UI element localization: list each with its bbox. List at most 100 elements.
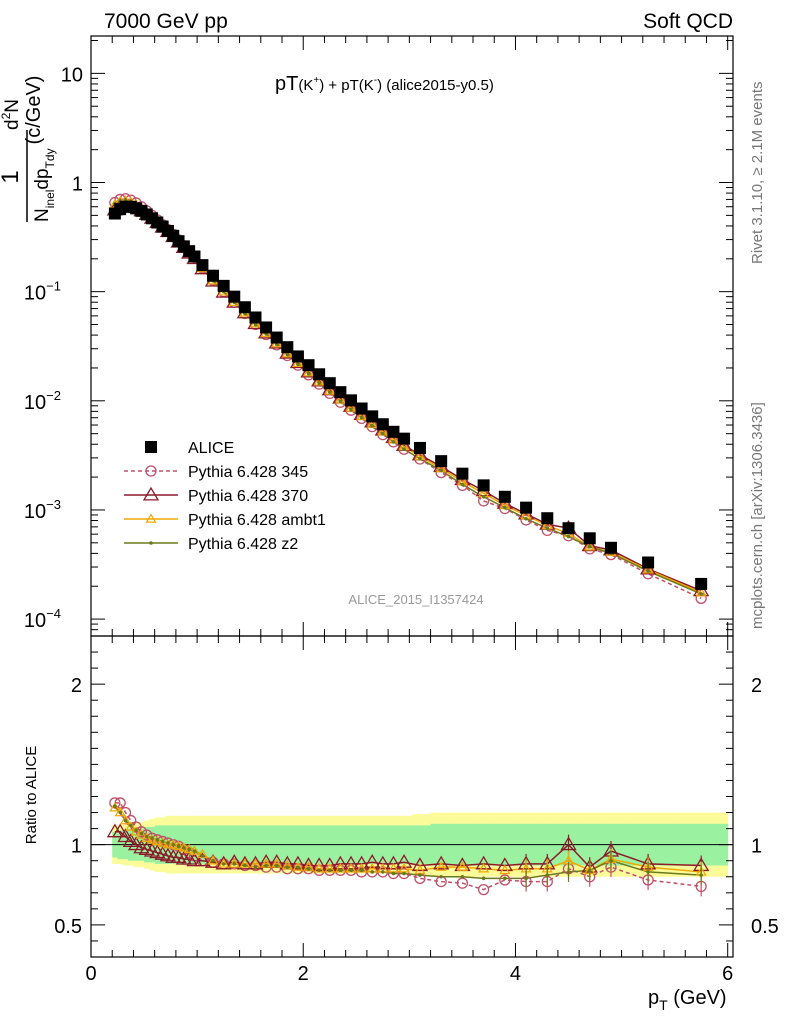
data-point — [587, 544, 592, 549]
data-point — [145, 513, 157, 523]
ratio-y-tick-label-right: 2 — [751, 675, 762, 697]
data-point — [292, 861, 304, 871]
data-point — [587, 868, 592, 873]
data-point — [499, 864, 511, 875]
data-point — [524, 516, 528, 521]
data-point — [142, 486, 160, 501]
data-point — [139, 831, 144, 836]
data-point — [524, 876, 528, 881]
ylabel-dn: d2N — [0, 99, 23, 130]
ylabel-N: N — [32, 208, 53, 222]
ratio-y-tick-label: 2 — [71, 675, 82, 697]
y-tick-exponent: −4 — [46, 606, 61, 621]
y-tick-label: 1 — [72, 174, 83, 196]
data-point — [221, 862, 226, 866]
xlabel-T: T — [659, 997, 668, 1013]
data-point — [503, 505, 507, 510]
data-point — [145, 441, 157, 453]
data-point — [232, 862, 237, 866]
x-tick-label: 6 — [722, 963, 733, 985]
data-point — [364, 854, 381, 868]
data-point — [128, 823, 133, 828]
mcplots-label: mcplots.cern.ch [arXiv:1306.3436] — [749, 402, 766, 629]
data-point — [460, 482, 465, 487]
data-point — [186, 852, 203, 867]
data-point — [520, 514, 532, 526]
title-k2-close: ) — [377, 77, 382, 94]
x-tick-label: 0 — [85, 963, 96, 985]
data-point — [253, 865, 258, 869]
data-point — [402, 447, 406, 452]
data-point — [243, 863, 247, 868]
data-point — [481, 494, 486, 499]
ratio-ylabel: Ratio to ALICE — [23, 746, 40, 844]
data-point — [313, 376, 325, 386]
data-point — [296, 362, 300, 367]
data-point — [435, 466, 447, 479]
header-left: 7000 GeV pp — [104, 10, 228, 33]
data-point — [302, 366, 315, 377]
data-point — [398, 432, 411, 445]
data-point — [188, 845, 201, 855]
y-tick-base: 10 — [61, 64, 83, 86]
data-point — [172, 840, 185, 851]
lower-frame — [90, 635, 734, 958]
ylabel-one: 1 — [0, 170, 24, 183]
x-tick-label: 4 — [510, 963, 521, 985]
data-point — [151, 835, 163, 846]
legend: ALICE Pythia 6.428 345 Pythia 6.428 370 Pyt… — [124, 440, 326, 553]
data-point — [477, 479, 490, 492]
ratio-y-tick-label: 0.5 — [54, 916, 82, 938]
data-point — [496, 857, 513, 872]
data-point — [119, 814, 132, 825]
y-tick-base: 10 — [24, 283, 46, 305]
data-point — [646, 569, 650, 573]
data-point — [292, 357, 304, 367]
data-point — [609, 858, 613, 863]
data-point — [349, 868, 353, 873]
data-point — [439, 468, 443, 473]
title-k1-close: ) — [319, 77, 324, 94]
data-point — [541, 512, 554, 525]
data-point — [366, 410, 379, 423]
data-point — [356, 410, 368, 421]
ylabel-dy: dy — [43, 148, 57, 161]
data-point — [456, 861, 468, 871]
data-point — [456, 479, 469, 492]
data-point — [296, 865, 300, 869]
data-point — [145, 465, 157, 477]
data-point — [291, 350, 304, 363]
data-point — [306, 371, 311, 376]
data-point — [370, 870, 375, 874]
data-point — [541, 524, 553, 537]
rivet-label: Rivet 3.1.10, ≥ 2.1M events — [749, 82, 766, 265]
y-tick-base: 10 — [24, 610, 46, 632]
data-point — [604, 541, 617, 554]
data-point — [149, 541, 153, 545]
data-point — [144, 834, 149, 839]
title-k1-sup: + — [313, 75, 319, 86]
y-tick-exponent: −2 — [46, 388, 61, 403]
data-point — [583, 532, 596, 545]
data-point — [699, 592, 703, 596]
data-point — [166, 841, 170, 845]
y-tick-base: 1 — [72, 174, 83, 196]
data-point — [187, 847, 191, 852]
data-point — [249, 311, 262, 324]
data-point — [171, 842, 176, 847]
data-point — [167, 838, 179, 849]
data-point — [481, 876, 486, 881]
data-point — [228, 858, 240, 868]
data-point — [398, 867, 410, 880]
data-point — [395, 854, 413, 868]
y-tick-label: 10−3 — [24, 497, 61, 523]
ylabel-d: d — [2, 119, 23, 130]
data-point — [160, 839, 165, 844]
data-point — [125, 821, 137, 831]
data-point — [157, 837, 169, 847]
data-point — [260, 321, 273, 334]
data-point — [391, 871, 396, 876]
upper-ylabel: (c/GeV) 1 d2N NineldpTdy — [0, 76, 57, 222]
ratio-y-tick-label: 1 — [71, 836, 82, 858]
